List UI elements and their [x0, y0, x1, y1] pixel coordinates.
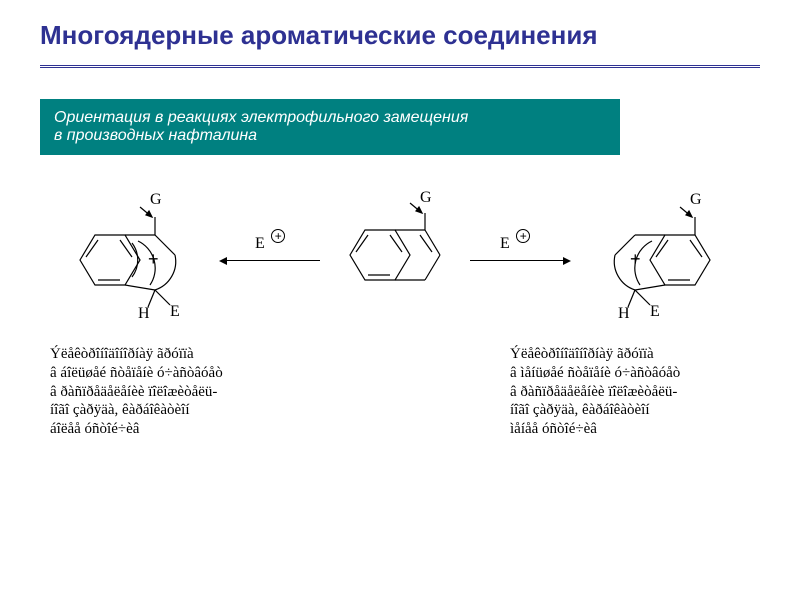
page-title: Многоядерные ароматические соединения: [0, 0, 800, 61]
subtitle-banner: Ориентация в реакциях электрофильного за…: [40, 99, 620, 155]
g-label-left: G: [150, 191, 162, 209]
banner-line2: в производных нафталина: [54, 127, 606, 145]
arrow-right: [470, 260, 565, 261]
h-label-left: H: [138, 305, 150, 323]
arrow-left: [225, 260, 320, 261]
diagram-region: G: [30, 185, 770, 515]
g-label-center: G: [420, 189, 432, 207]
e-label-right: E: [650, 303, 660, 321]
caption-right: Ýëåêòðîíîäîíîðíàÿ ãðóïïà â ìåíüøåé ñòåïå…: [510, 345, 680, 439]
reagent-left-plus-icon: +: [271, 229, 285, 243]
g-label-right: G: [690, 191, 702, 209]
reagent-left: E +: [255, 235, 283, 253]
reagent-right-e: E: [500, 235, 510, 252]
title-divider: [40, 65, 760, 69]
caption-left: Ýëåêòðîíîäîíîðíàÿ ãðóïïà â áîëüøåé ñòåïå…: [50, 345, 223, 439]
reagent-left-e: E: [255, 235, 265, 252]
e-label-left: E: [170, 303, 180, 321]
naphthalene-center-icon: [330, 195, 460, 315]
banner-line1: Ориентация в реакциях электрофильного за…: [54, 109, 606, 127]
h-label-right: H: [618, 305, 630, 323]
plus-left: +: [148, 249, 159, 270]
sigma-complex-right-icon: [560, 185, 730, 335]
right-structure: G + H E: [560, 185, 730, 340]
left-structure: G + H E: [60, 185, 220, 340]
center-structure: G: [330, 195, 460, 320]
reagent-right-plus-icon: +: [516, 229, 530, 243]
reagent-right: E +: [500, 235, 528, 253]
plus-right: +: [630, 249, 641, 270]
